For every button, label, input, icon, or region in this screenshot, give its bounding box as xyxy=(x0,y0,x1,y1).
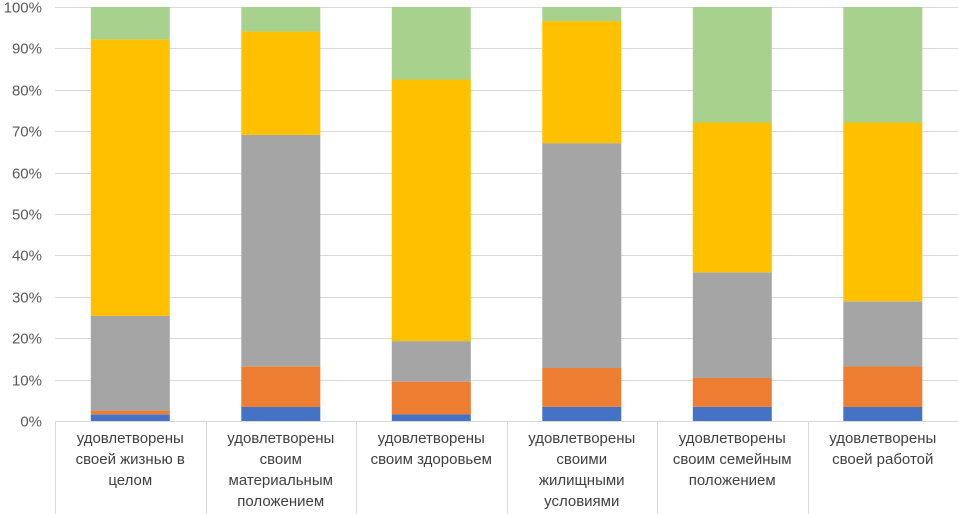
bar-segment-series-1 xyxy=(391,414,471,421)
bar-segment-series-3 xyxy=(90,315,170,411)
y-tick-label: 20% xyxy=(12,331,42,348)
bars xyxy=(90,7,923,421)
y-axis-tick-labels: 0% 10% 20% 30% 40% 50% 60% 70% 80% 90% 100% xyxy=(4,0,42,431)
bar-segment-series-3 xyxy=(692,272,772,378)
x-category-label: удовлетворены своим семейным положением xyxy=(672,430,792,489)
bar-segment-series-2 xyxy=(241,366,321,407)
bar-segment-series-5 xyxy=(542,7,622,22)
bar-segment-series-2 xyxy=(692,377,772,407)
bar-segment-series-4 xyxy=(90,39,170,316)
bar-segment-series-1 xyxy=(241,406,321,421)
y-tick-label: 60% xyxy=(12,166,42,183)
x-axis xyxy=(55,421,958,514)
bar-segment-series-3 xyxy=(391,341,471,382)
bar-segment-series-1 xyxy=(692,406,772,421)
y-tick-label: 40% xyxy=(12,248,42,265)
bar-segment-series-4 xyxy=(692,122,772,273)
y-tick-label: 50% xyxy=(12,207,42,224)
y-tick-label: 100% xyxy=(4,0,42,17)
x-category-label: удовлетворены своей работой xyxy=(829,430,937,468)
bar-segment-series-3 xyxy=(542,143,622,368)
bar-segment-series-2 xyxy=(843,366,923,407)
y-tick-label: 10% xyxy=(12,373,42,390)
bar-segment-series-5 xyxy=(843,7,923,123)
bar-segment-series-4 xyxy=(542,21,622,144)
bar-segment-series-3 xyxy=(241,134,321,367)
bar-segment-series-2 xyxy=(90,410,170,415)
bar-segment-series-5 xyxy=(391,7,471,80)
bar-segment-series-5 xyxy=(241,7,321,32)
x-category-label: удовлетворены своим здоровьем xyxy=(370,430,492,468)
y-tick-label: 0% xyxy=(20,414,42,431)
bar-segment-series-4 xyxy=(843,122,923,302)
bar-segment-series-4 xyxy=(241,31,321,135)
bar-segment-series-4 xyxy=(391,79,471,342)
x-category-label: удовлетворены своей жизнью в целом xyxy=(75,430,185,489)
y-tick-label: 80% xyxy=(12,83,42,100)
bar-segment-series-5 xyxy=(90,7,170,40)
x-category-label: удовлетворены своими жилищными условиями xyxy=(528,430,636,510)
bar-segment-series-1 xyxy=(843,406,923,421)
bar-segment-series-1 xyxy=(542,406,622,421)
y-tick-label: 70% xyxy=(12,124,42,141)
bar-segment-series-3 xyxy=(843,301,923,367)
y-tick-label: 90% xyxy=(12,41,42,58)
bar-segment-series-1 xyxy=(90,414,170,421)
x-category-label: удовлетворены своим материальным положением xyxy=(227,430,335,510)
bar-segment-series-2 xyxy=(391,381,471,415)
gridlines xyxy=(55,7,958,381)
y-tick-label: 30% xyxy=(12,290,42,307)
bar-segment-series-2 xyxy=(542,368,622,407)
bar-segment-series-5 xyxy=(692,7,772,123)
